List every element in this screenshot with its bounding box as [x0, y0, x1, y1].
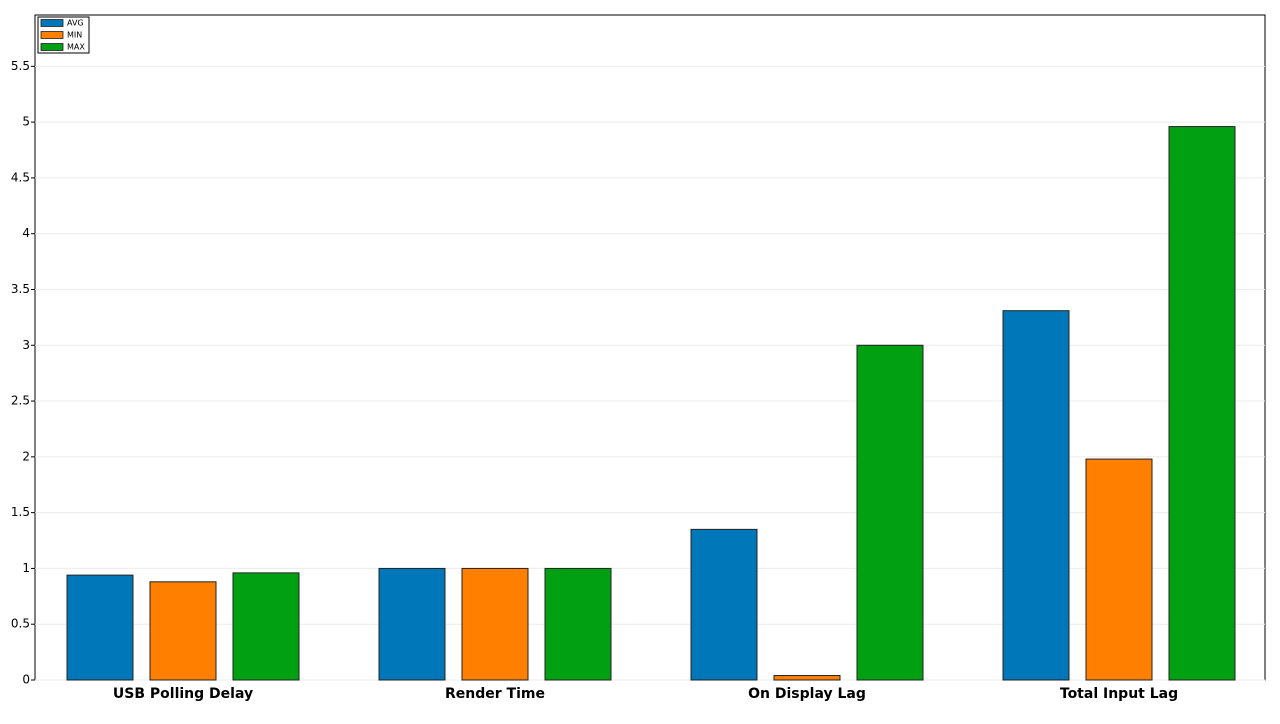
y-tick-label: 1	[22, 561, 30, 575]
bar	[856, 344, 924, 681]
bar	[1168, 126, 1236, 681]
legend-label: MIN	[67, 31, 82, 40]
bar	[544, 567, 612, 681]
legend-label: MAX	[67, 43, 85, 52]
y-tick-label: 5.5	[11, 59, 30, 73]
x-tick-label: Total Input Lag	[1060, 686, 1178, 702]
y-tick-label: 3.5	[11, 282, 30, 296]
y-tick-label: 2	[22, 449, 30, 463]
bars	[66, 126, 1236, 681]
labels: 0 0.5 1 1.5 2 2.5 3 3.5 4 4.5 5 5.5 USB Polling Dela…	[11, 59, 1178, 702]
y-tick-label: 5	[22, 115, 30, 129]
y-tick-label: 0.5	[11, 617, 30, 631]
y-tick-label: 0	[22, 673, 30, 687]
bar	[461, 567, 529, 681]
y-tick-label: 3	[22, 338, 30, 352]
bar	[1002, 310, 1070, 681]
bar	[690, 528, 758, 681]
y-tick-label: 1.5	[11, 505, 30, 519]
legend-swatch	[40, 31, 64, 39]
plot-area	[34, 14, 1266, 681]
x-tick-label: On Display Lag	[748, 686, 866, 702]
x-tick-label: USB Polling Delay	[113, 686, 253, 702]
x-tick-label: Render Time	[445, 686, 545, 702]
y-tick-label: 4	[22, 226, 30, 240]
bar	[149, 581, 217, 681]
bar	[773, 675, 841, 681]
legend: AVG MIN MAX	[37, 16, 90, 54]
bar	[1085, 458, 1153, 681]
y-tick-label: 2.5	[11, 394, 30, 408]
bar	[378, 567, 446, 681]
bar	[232, 572, 300, 681]
legend-label: AVG	[67, 19, 84, 28]
legend-swatch	[40, 43, 64, 51]
legend-swatch	[40, 19, 64, 27]
bar	[66, 574, 134, 681]
y-tick-label: 4.5	[11, 170, 30, 184]
